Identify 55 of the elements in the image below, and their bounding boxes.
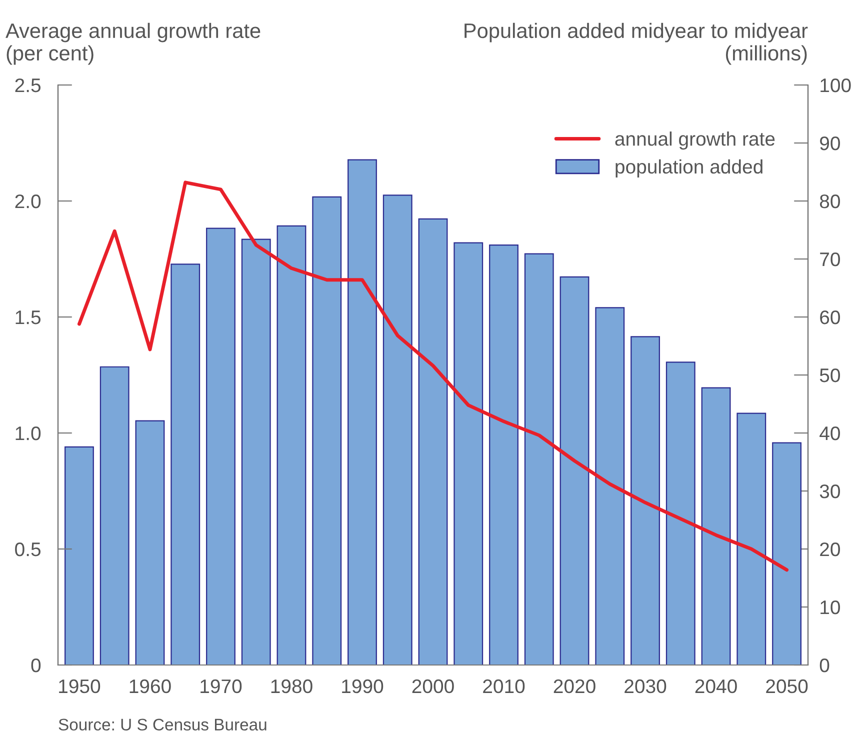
y-tick-label: 0.5: [15, 542, 41, 556]
bar: [100, 366, 130, 665]
bar: [135, 420, 165, 665]
x-tick-label: 2030: [624, 679, 666, 694]
source-note: Source: U S Census Bureau: [58, 718, 266, 731]
y2-tick-label: 90: [820, 136, 840, 150]
bar: [560, 276, 590, 665]
x-tick-label: 2050: [766, 679, 808, 694]
x-tick-label: 2010: [483, 679, 525, 694]
x-tick-label: 2000: [412, 679, 454, 694]
bar: [348, 159, 377, 665]
y2-tick-label: 30: [820, 484, 840, 498]
y2-tick-label: 80: [820, 194, 840, 208]
y-tick-label: 0: [31, 658, 41, 672]
y2-tick-label: 0: [820, 658, 830, 672]
y2-axis-title: Population added midyear to midyear (millions): [464, 22, 808, 65]
bar: [489, 244, 518, 665]
bar: [382, 194, 412, 665]
legend-label: population added: [616, 159, 762, 178]
y2-tick-label: 40: [820, 426, 840, 440]
bar: [64, 446, 94, 665]
x-tick-label: 2040: [695, 679, 737, 694]
y2-tick-label: 60: [820, 310, 840, 324]
y2-tick-label: 100: [820, 78, 851, 92]
bar: [666, 362, 696, 665]
y2-tick-label: 10: [820, 600, 840, 614]
y-tick-label: 1.5: [16, 310, 41, 324]
x-tick-label: 1980: [271, 679, 312, 694]
bar: [701, 387, 731, 665]
bar: [418, 218, 448, 665]
y-tick-label: 2.5: [15, 78, 41, 92]
bar: [630, 336, 660, 665]
x-tick-label: 2020: [554, 679, 596, 694]
x-tick-label: 1960: [130, 679, 171, 694]
bar: [736, 412, 766, 665]
y-axis-title: Average annual growth rate (per cent): [6, 22, 260, 65]
y-tick-label: 1.0: [16, 426, 41, 440]
bar: [312, 196, 342, 665]
x-tick-label: 1990: [342, 679, 384, 694]
bar: [524, 253, 554, 665]
x-tick-label: 1970: [200, 679, 242, 694]
x-tick-label: 1950: [59, 679, 100, 694]
legend-label: annual growth rate: [615, 132, 775, 150]
line-series: [77, 180, 789, 572]
bar: [206, 228, 236, 665]
bar: [241, 238, 271, 665]
y-tick-label: 2.0: [15, 194, 41, 208]
bar: [595, 307, 625, 665]
y2-tick-label: 50: [820, 368, 840, 382]
y2-tick-label: 20: [820, 542, 840, 556]
bar: [454, 242, 484, 665]
bar: [170, 264, 200, 665]
bar: [772, 442, 802, 665]
bar: [276, 225, 306, 665]
y2-tick-label: 70: [820, 252, 840, 266]
